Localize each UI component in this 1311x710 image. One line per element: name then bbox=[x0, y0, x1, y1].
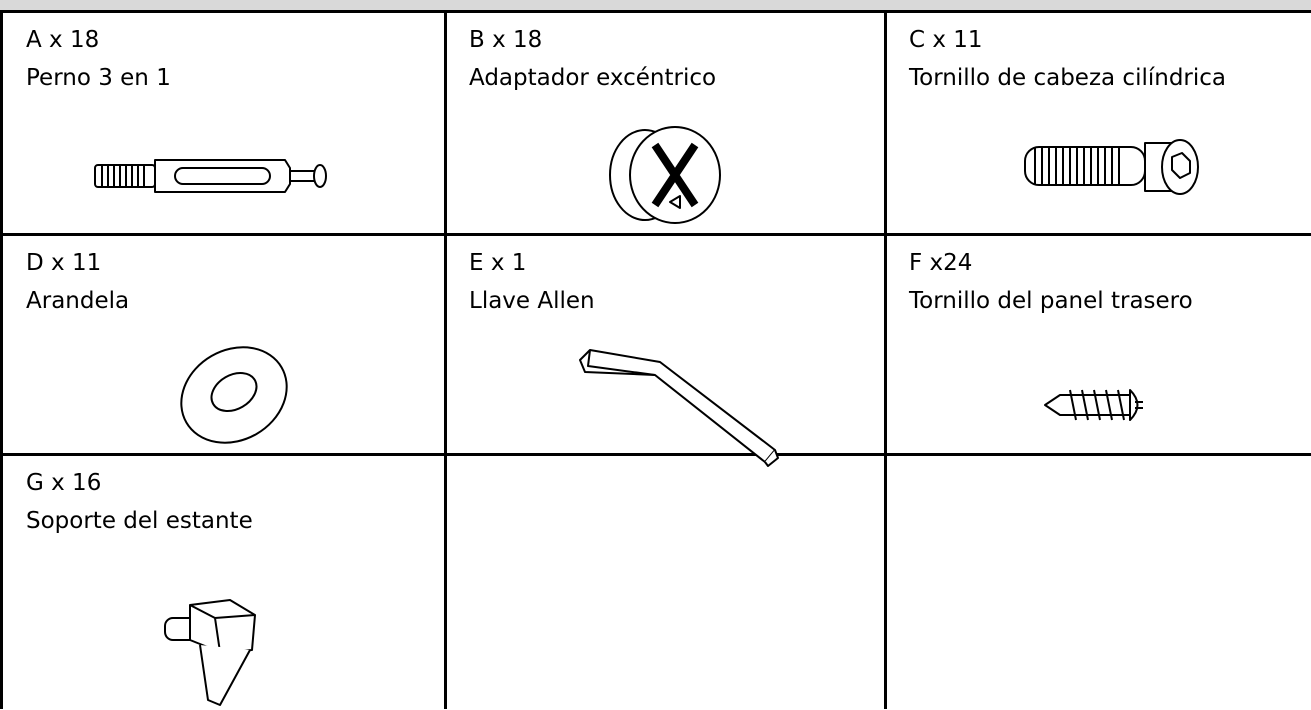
part-cell: B x 18 Adaptador excéntrico bbox=[447, 13, 884, 233]
part-code: D x 11 bbox=[26, 250, 102, 276]
cam-icon bbox=[609, 126, 721, 224]
top-bar bbox=[0, 0, 1311, 10]
cap-screw-icon bbox=[1024, 139, 1199, 195]
part-name: Tornillo del panel trasero bbox=[909, 288, 1193, 314]
part-name: Adaptador excéntrico bbox=[469, 65, 717, 91]
part-code: C x 11 bbox=[909, 27, 983, 53]
part-cell: G x 16 Soporte del estante bbox=[4, 456, 444, 709]
part-name: Tornillo de cabeza cilíndrica bbox=[909, 65, 1227, 91]
screw-icon bbox=[1044, 389, 1143, 421]
shelf-support-icon bbox=[164, 599, 256, 706]
part-name: Soporte del estante bbox=[26, 508, 253, 534]
part-cell: C x 11 Tornillo de cabeza cilíndrica bbox=[887, 13, 1311, 233]
part-code: G x 16 bbox=[26, 470, 102, 496]
part-cell: A x 18 Perno 3 en 1 bbox=[4, 13, 444, 233]
part-cell: E x 1 Llave Allen bbox=[447, 236, 884, 453]
grid-line bbox=[884, 10, 887, 709]
grid-line bbox=[0, 10, 3, 709]
part-code: F x24 bbox=[909, 250, 973, 276]
part-code: E x 1 bbox=[469, 250, 527, 276]
washer-icon bbox=[180, 346, 288, 444]
bolt-icon bbox=[94, 159, 327, 193]
part-name: Llave Allen bbox=[469, 288, 595, 314]
grid-line bbox=[0, 233, 1311, 236]
part-cell: D x 11 Arandela bbox=[4, 236, 444, 453]
allen-key-icon bbox=[579, 349, 779, 467]
part-code: A x 18 bbox=[26, 27, 100, 53]
part-code: B x 18 bbox=[469, 27, 543, 53]
part-cell: F x24 Tornillo del panel trasero bbox=[887, 236, 1311, 453]
part-name: Perno 3 en 1 bbox=[26, 65, 171, 91]
grid-line bbox=[444, 10, 447, 709]
grid-line bbox=[0, 10, 1311, 13]
part-name: Arandela bbox=[26, 288, 130, 314]
grid-line bbox=[0, 453, 1311, 456]
